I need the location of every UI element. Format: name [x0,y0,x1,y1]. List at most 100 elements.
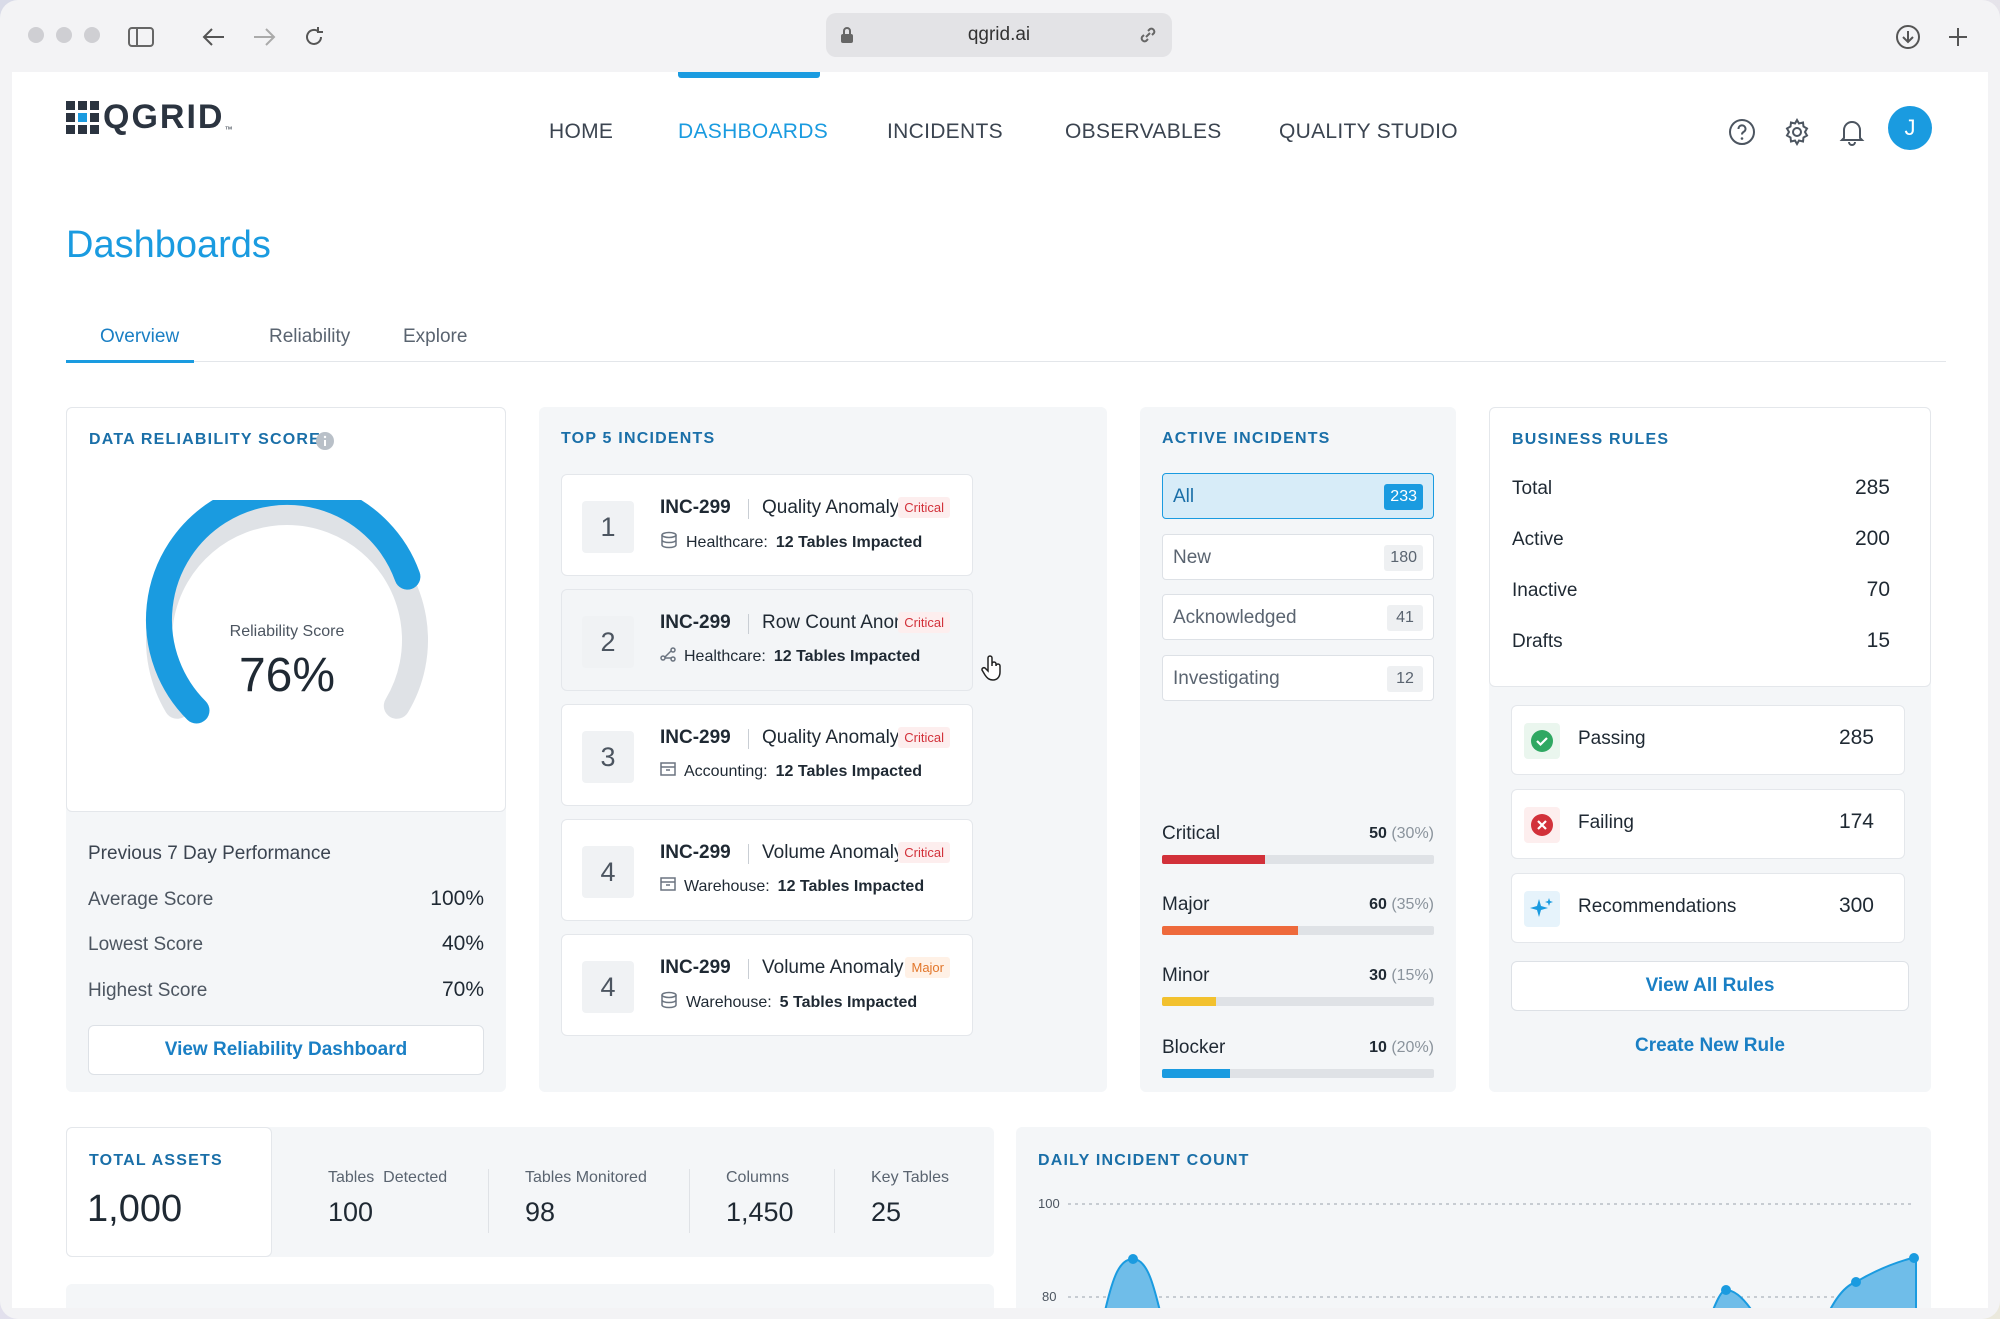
rule-status-value: 174 [1838,810,1874,833]
incident-impact: 12 Tables Impacted [777,877,925,895]
incident-item[interactable]: 4 INC-299 Volume Anomaly Major Warehouse… [561,934,973,1036]
incident-item[interactable]: 4 INC-299 Volume Anomaly Critical Wareho… [561,819,973,921]
filter-count: 12 [1387,666,1423,692]
page-title: Dashboards [66,224,271,266]
incident-item[interactable]: 2 INC-299 Row Count Anomaly Critical Hea… [561,589,1001,691]
notification-bell-icon[interactable] [1834,114,1870,150]
rule-recommendations[interactable]: Recommendations 300 [1511,873,1905,943]
business-rules-title: BUSINESS RULES [1512,431,1670,448]
logo-trademark: ™ [224,125,233,134]
severity-badge: Critical [898,612,950,633]
rule-failing[interactable]: Failing 174 [1511,789,1905,859]
rule-passing[interactable]: Passing 285 [1511,705,1905,775]
settings-gear-icon[interactable] [1779,114,1815,150]
severity-progress-bar [1162,926,1434,935]
qgrid-logo[interactable]: QGRID ™ [66,100,232,134]
help-icon[interactable] [1724,114,1760,150]
rules-summary-panel: BUSINESS RULES Total 285 Active 200 Inac… [1489,407,1931,687]
tables-detected-label: Tables Detected [328,1169,448,1186]
window-controls[interactable] [28,27,100,43]
sidebar-toggle-icon[interactable] [126,22,156,52]
download-icon[interactable] [1893,22,1923,52]
user-avatar[interactable]: J [1888,106,1932,150]
incident-id[interactable]: INC-299 [660,842,731,863]
data-point [1721,1285,1731,1295]
filter-all[interactable]: All 233 [1162,473,1434,519]
filter-label: All [1173,486,1195,507]
severity-major[interactable]: Major 60 (35%) [1162,894,1434,935]
incident-impact: 12 Tables Impacted [775,533,923,551]
incident-id[interactable]: INC-299 [660,612,731,633]
nav-observables[interactable]: OBSERVABLES [1065,120,1222,143]
incident-id[interactable]: INC-299 [660,727,731,748]
link-icon[interactable] [1138,25,1158,51]
rules-total-label: Total [1512,478,1553,499]
incident-item[interactable]: 3 INC-299 Quality Anomaly Critical Accou… [561,704,973,806]
tables-monitored-label: Tables Monitored [525,1169,647,1186]
severity-bar-fill [1162,1069,1230,1078]
rule-status-label: Passing [1578,728,1646,749]
filter-count: 180 [1384,545,1423,571]
app-page: QGRID ™ HOME DASHBOARDS INCIDENTS OBSERVA… [12,72,1988,1308]
reliability-gauge [145,500,428,724]
filter-acknowledged[interactable]: Acknowledged 41 [1162,594,1434,640]
severity-pct: (35%) [1391,896,1434,913]
logo-mark-icon [66,101,99,134]
columns-label: Columns [726,1169,790,1186]
key-tables-value: 25 [871,1197,902,1227]
create-new-rule-link[interactable]: Create New Rule [1635,1035,1785,1056]
lock-icon [840,26,854,50]
info-icon[interactable] [316,432,334,455]
data-point [1851,1277,1861,1287]
nav-incidents[interactable]: INCIDENTS [887,120,1003,143]
incident-rank: 4 [582,961,634,1013]
filter-label: Acknowledged [1173,607,1297,628]
severity-pct: (30%) [1391,825,1434,842]
top-incidents-card: TOP 5 INCIDENTS 1 INC-299 Quality Anomal… [539,407,1107,1092]
severity-badge: Critical [898,842,950,863]
filter-count: 233 [1384,484,1423,510]
nav-dashboards[interactable]: DASHBOARDS [678,120,829,143]
severity-label: Minor [1162,965,1210,986]
total-assets-value: 1,000 [87,1188,183,1230]
tab-reliability[interactable]: Reliability [269,326,351,347]
active-incidents-card: ACTIVE INCIDENTS All 233 New 180 Acknowl… [1140,407,1456,1092]
view-reliability-dashboard-button[interactable]: View Reliability Dashboard [88,1025,484,1075]
nav-quality-studio[interactable]: QUALITY STUDIO [1279,120,1458,143]
daily-incident-chart [1068,1203,1919,1308]
incident-rank: 3 [582,731,634,783]
filter-investigating[interactable]: Investigating 12 [1162,655,1434,701]
filter-new[interactable]: New 180 [1162,534,1434,580]
reload-icon[interactable] [299,22,329,52]
lineage-icon [660,646,676,667]
incident-type: Quality Anomaly [762,727,900,748]
data-point [1909,1253,1919,1263]
severity-progress-bar [1162,1069,1434,1078]
severity-count: 30 [1369,967,1387,984]
cursor-hand-icon [980,654,1004,687]
incident-id[interactable]: INC-299 [660,957,731,978]
view-all-rules-button[interactable]: View All Rules [1511,961,1909,1011]
incident-id[interactable]: INC-299 [660,497,731,518]
next-section-card [66,1284,994,1308]
rules-inactive-value: 70 [1866,578,1890,601]
area-peak [1829,1255,1917,1308]
nav-home[interactable]: HOME [549,120,614,143]
severity-bar-fill [1162,926,1298,935]
back-icon[interactable] [199,22,229,52]
forward-icon[interactable] [249,22,279,52]
new-tab-icon[interactable] [1943,22,1973,52]
database-icon [660,531,678,554]
severity-minor[interactable]: Minor 30 (15%) [1162,965,1434,1006]
severity-count: 10 [1369,1039,1387,1056]
address-bar[interactable]: qgrid.ai [826,13,1172,57]
tab-overview[interactable]: Overview [100,326,180,347]
tab-explore[interactable]: Explore [403,326,468,347]
lowest-score-value: 40% [441,932,484,955]
severity-critical[interactable]: Critical 50 (30%) [1162,823,1434,864]
nav-active-indicator [678,72,820,78]
severity-blocker[interactable]: Blocker 10 (20%) [1162,1037,1434,1078]
active-incidents-title: ACTIVE INCIDENTS [1162,430,1331,447]
incident-item[interactable]: 1 INC-299 Quality Anomaly Critical Healt… [561,474,973,576]
